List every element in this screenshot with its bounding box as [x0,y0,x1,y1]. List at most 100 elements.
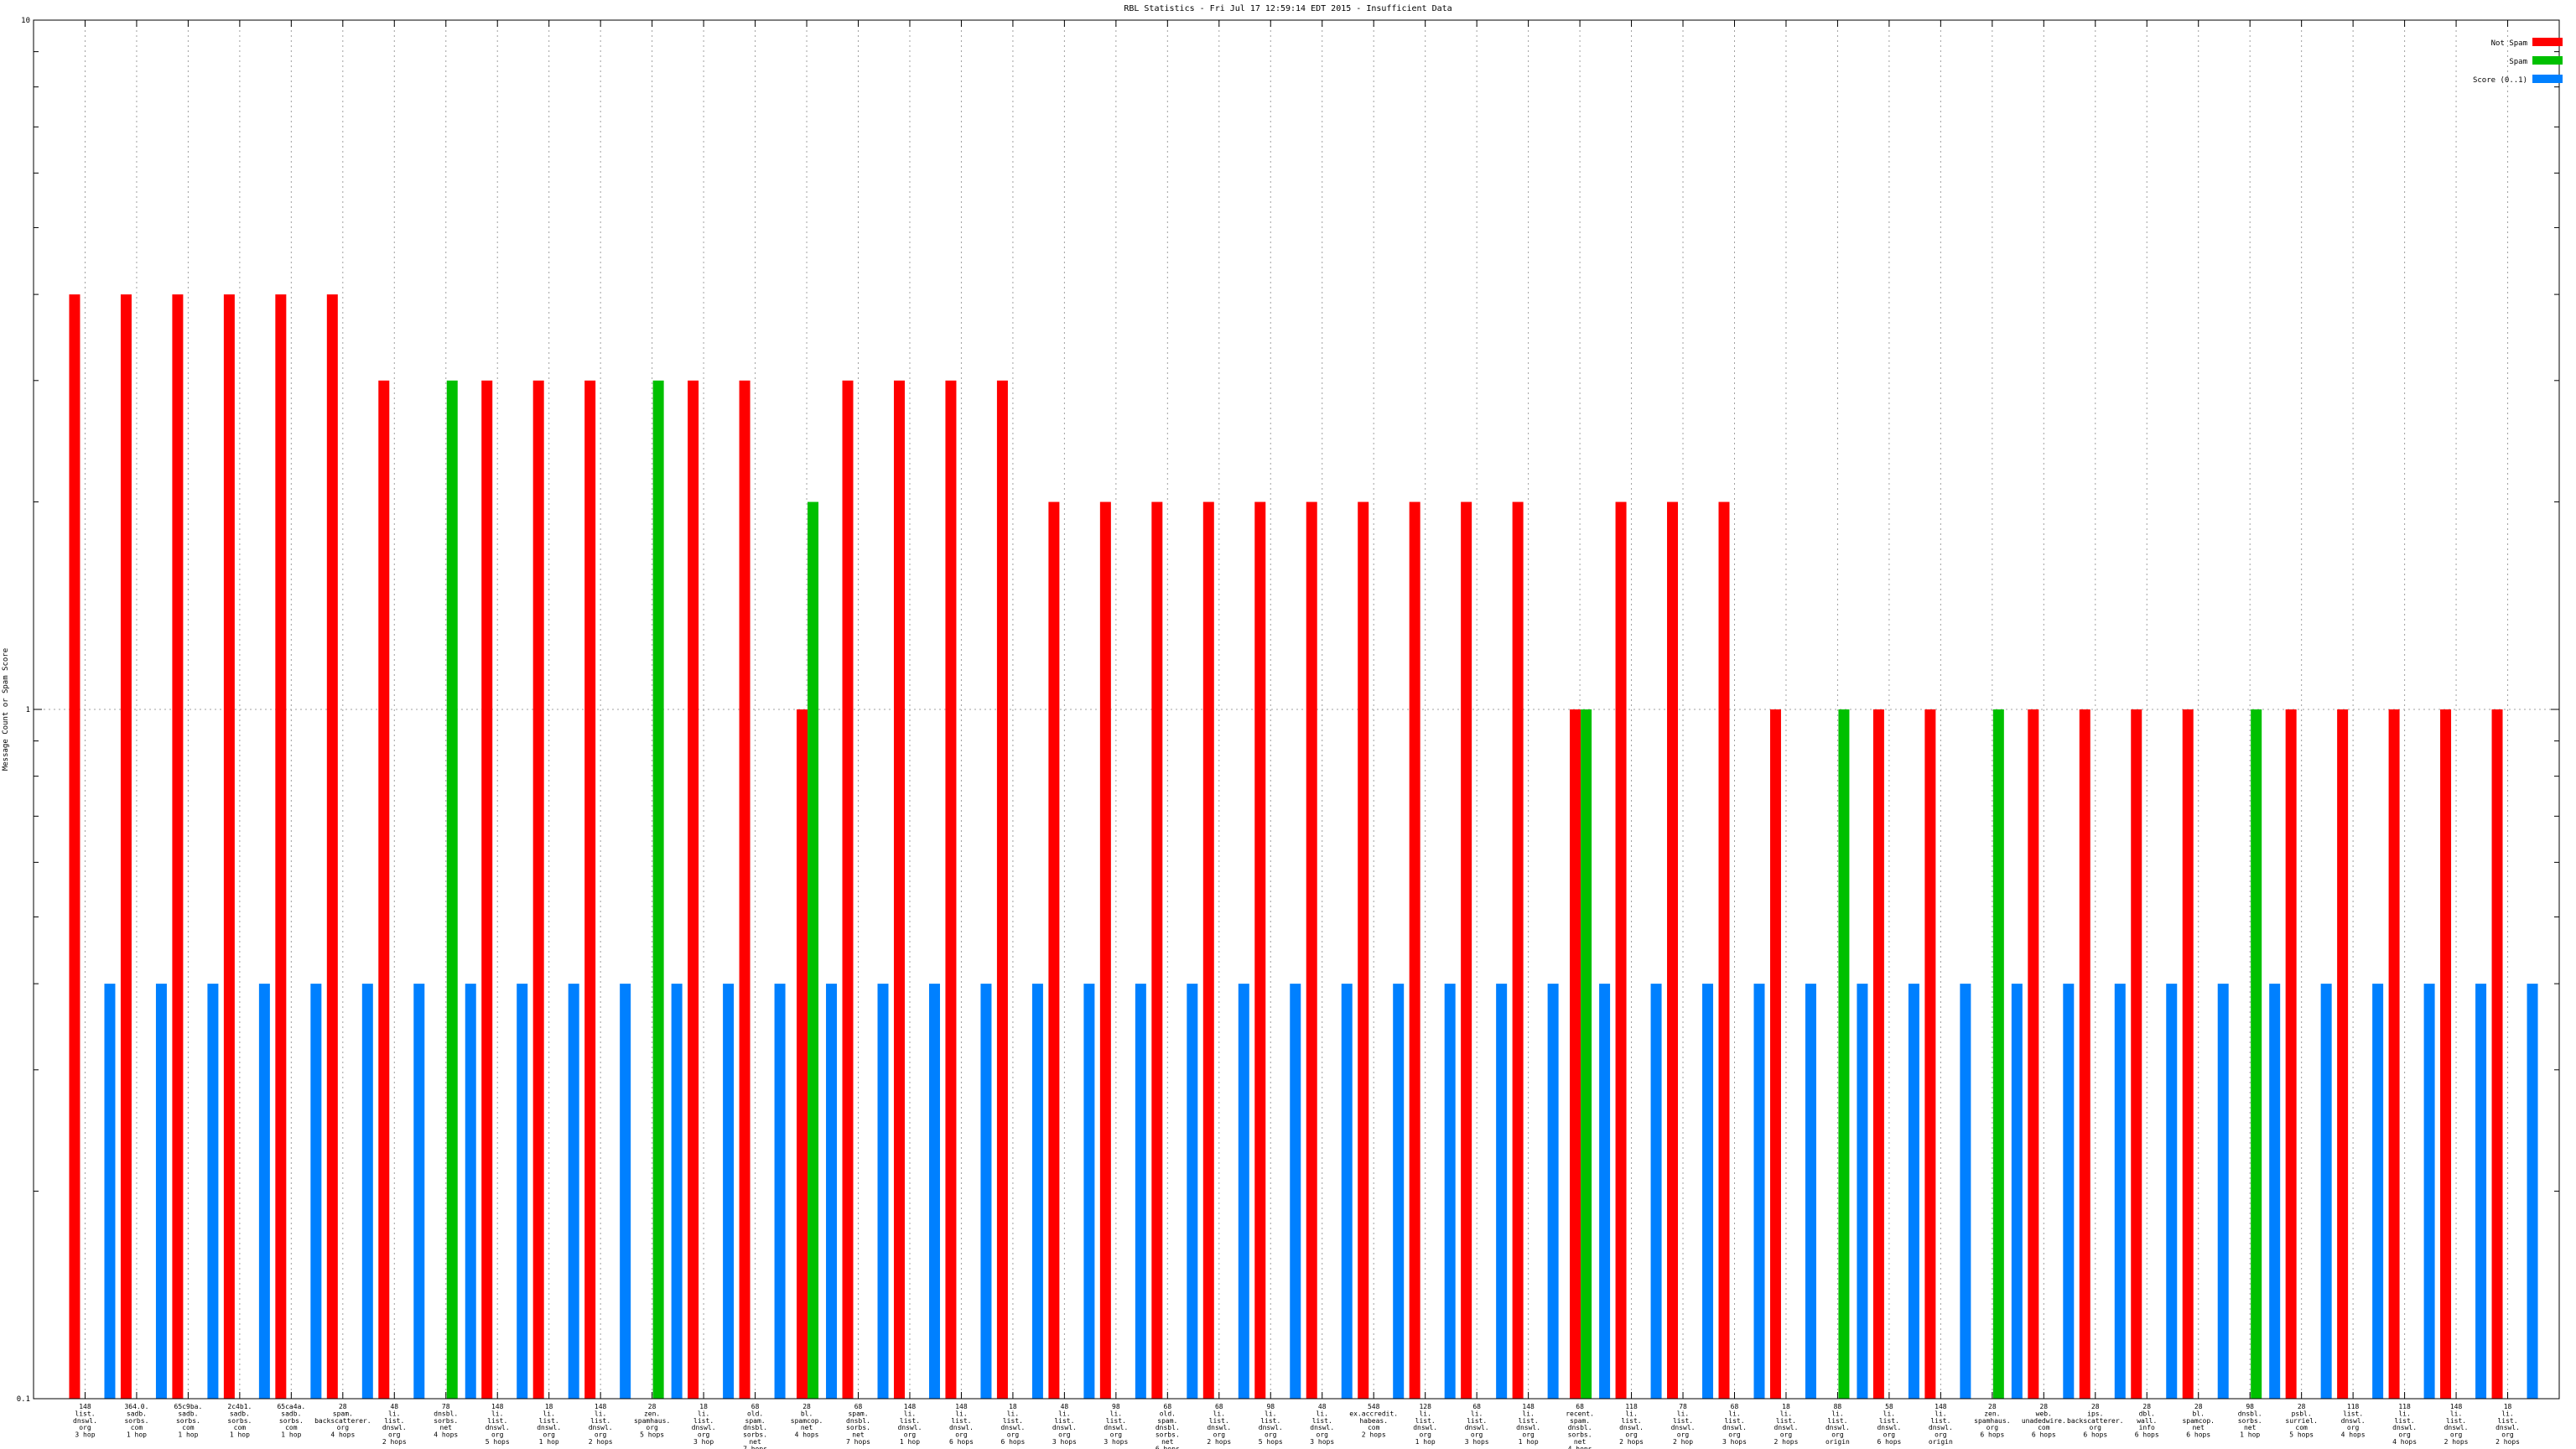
bar-not-spam [2079,709,2090,1399]
x-category-label: 68 li. list. dnswl. org 3 hops [1465,1403,1489,1446]
bar-score-0-1 [1496,984,1508,1399]
x-category-label: 68 old. spam. dnsbl. sorbs. net 6 hops [1156,1403,1180,1449]
bar-score-0-1 [1444,984,1456,1399]
x-category-label: 68 li. list. dnswl. org 3 hops [1722,1403,1747,1446]
bar-not-spam [1718,501,1730,1399]
x-category-label: 28 bl. spamcop. net 6 hops [2182,1403,2215,1439]
bar-not-spam [532,380,544,1399]
bar-not-spam [1615,501,1627,1399]
bar-score-0-1 [104,984,116,1399]
bar-not-spam [275,294,287,1399]
bar-not-spam [1872,709,1884,1399]
bar-not-spam [2491,709,2503,1399]
x-category-label: 148 li. list. dnswl. org 2 hops [2444,1403,2469,1446]
bar-score-0-1 [1599,984,1611,1399]
bar-not-spam [996,380,1008,1399]
bar-score-0-1 [1238,984,1249,1399]
bar-spam [1838,709,1850,1399]
bar-score-0-1 [2114,984,2126,1399]
x-category-label: 28 bl. spamcop. net 4 hops [791,1403,823,1439]
bar-score-0-1 [310,984,322,1399]
bar-spam [808,501,819,1399]
bar-spam [1992,709,2004,1399]
x-category-label: 78 dnsbl. sorbs. net 4 hops [434,1403,458,1439]
bar-score-0-1 [361,984,373,1399]
bar-score-0-1 [620,984,631,1399]
x-category-label: 58 li. list. dnswl. org 6 hops [1877,1403,1901,1446]
bar-not-spam [481,380,493,1399]
legend-swatch [2532,56,2563,65]
bar-score-0-1 [207,984,219,1399]
bar-not-spam [1409,501,1420,1399]
bar-not-spam [1924,709,1936,1399]
x-category-label: 48 li. list. dnswl. org 3 hops [1052,1403,1077,1446]
bar-score-0-1 [2475,984,2487,1399]
bar-not-spam [2337,709,2349,1399]
x-category-label: 148 li. list. dnswl. org origin [1929,1403,1953,1446]
x-category-label: 88 li. list. dnswl. org origin [1826,1403,1850,1446]
bar-not-spam [1151,501,1163,1399]
bar-score-0-1 [2320,984,2332,1399]
bar-not-spam [1570,709,1581,1399]
x-category-label: 118 li. list. dnswl. org 4 hops [2392,1403,2417,1446]
bar-not-spam [1099,501,1111,1399]
bar-score-0-1 [1290,984,1301,1399]
x-category-label: 65c9ba. sadb. sorbs. com 1 hop [174,1403,203,1439]
bar-score-0-1 [1547,984,1559,1399]
x-category-label: 18 li. list. dnswl. org 3 hop [692,1403,716,1446]
bars [69,294,2538,1399]
bar-not-spam [1461,501,1472,1399]
bar-score-0-1 [1805,984,1816,1399]
bar-not-spam [893,380,905,1399]
legend-swatch [2532,75,2563,83]
x-category-label: 28 psbl. surriel. com 5 hops [2285,1403,2318,1439]
bar-score-0-1 [2423,984,2435,1399]
bar-score-0-1 [1393,984,1405,1399]
bar-score-0-1 [1857,984,1868,1399]
bar-score-0-1 [671,984,683,1399]
y-tick-label: 10 [21,17,30,25]
x-category-label: 148 li. list. dnswl. org 6 hops [949,1403,974,1446]
bar-score-0-1 [774,984,786,1399]
chart-title: RBL Statistics - Fri Jul 17 12:59:14 EDT… [1124,4,1452,13]
legend: Not Spam Spam Score (0..1) [2473,38,2563,85]
y-tick-label: 0.1 [17,1395,30,1404]
bar-score-0-1 [1083,984,1095,1399]
bar-not-spam [378,380,390,1399]
bar-score-0-1 [1908,984,1919,1399]
x-category-label: 28 spam. backscatterer. org 4 hops [314,1403,371,1439]
bar-score-0-1 [413,984,425,1399]
x-category-label: 98 li. list. dnswl. org 3 hops [1104,1403,1128,1446]
x-category-label: 28 dbl. wall. info 6 hops [2135,1403,2159,1439]
legend-swatch [2532,38,2563,46]
x-axis-category-labels: 148 list. dnswl. org 3 hop 364.0. sadb. sorbs. c… [73,1403,2520,1449]
y-axis-ticks: 0.1 1 10 [17,17,2559,1404]
x-category-label: 28 zen. spamhaus. org 6 hops [1974,1403,2010,1439]
x-category-label: 18 li. list. dnswl. org 1 hop [537,1403,561,1446]
bar-score-0-1 [1135,984,1146,1399]
bar-score-0-1 [1702,984,1714,1399]
bar-not-spam [2028,709,2039,1399]
x-category-label: 148 li. list. dnswl. org 1 hop [1516,1403,1540,1446]
x-category-label: 364.0. sadb. sorbs. com 1 hop [124,1403,148,1439]
x-category-label: 2c4b1. sadb. sorbs. com 1 hop [227,1403,252,1439]
x-category-label: 48 li. list. dnswl. org 2 hops [382,1403,407,1446]
bar-score-0-1 [877,984,889,1399]
bar-not-spam [1667,501,1679,1399]
bar-score-0-1 [2372,984,2384,1399]
bar-not-spam [1358,501,1369,1399]
bar-score-0-1 [2217,984,2229,1399]
bar-score-0-1 [1753,984,1765,1399]
bar-score-0-1 [928,984,940,1399]
bar-spam [1581,709,1592,1399]
bar-score-0-1 [465,984,476,1399]
x-category-label: 68 spam. dnsbl. sorbs. net 7 hops [846,1403,870,1446]
x-category-label: 18 li. list. dnswl. org 6 hops [1000,1403,1025,1446]
x-category-label: 118 list. dnswl. org 4 hops [2341,1403,2366,1439]
x-category-label: 68 old. spam. dnsbl. sorbs. net 7 hops [743,1403,767,1449]
bar-not-spam [223,294,235,1399]
bar-score-0-1 [1960,984,1971,1399]
x-category-label: 18 li. list. dnswl. org 2 hops [1774,1403,1799,1446]
x-category-label: 68 recent. spam. dnsbl. sorbs. net 4 hops [1566,1403,1594,1449]
